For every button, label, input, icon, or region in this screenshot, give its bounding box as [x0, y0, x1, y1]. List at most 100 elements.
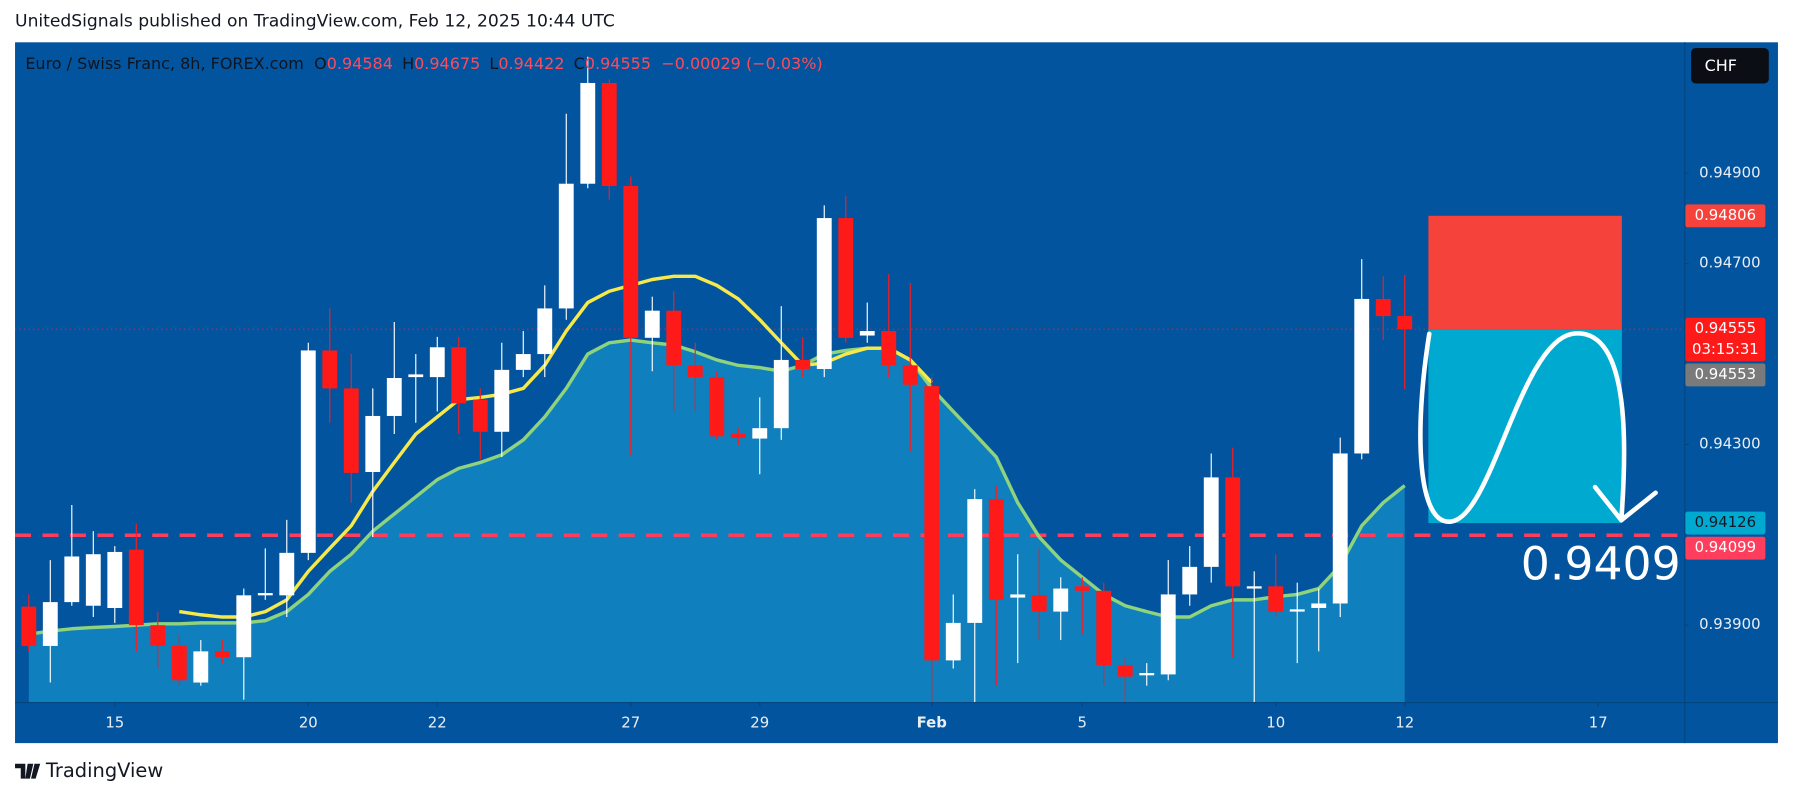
x-tick-label: 10: [1266, 714, 1285, 732]
candle-body: [214, 651, 230, 658]
candle-body: [1375, 298, 1391, 317]
legend-letter: L: [489, 54, 498, 73]
candle-body: [107, 551, 123, 608]
candle-body: [128, 549, 144, 626]
legend-letter: H: [402, 54, 414, 73]
x-tick-label: 17: [1589, 714, 1608, 732]
candle-body: [1354, 298, 1370, 454]
price-badge: [1685, 363, 1766, 387]
candle-body: [150, 625, 166, 646]
candle-body: [924, 386, 940, 661]
y-tick-label: 0.93900: [1699, 615, 1760, 633]
candle-body: [601, 82, 617, 186]
candle-body: [580, 82, 596, 184]
candle-body: [1225, 477, 1241, 587]
candle-body: [838, 218, 854, 338]
candle-body: [193, 651, 209, 683]
legend-value: 0.94584: [327, 54, 393, 73]
x-tick-label: 27: [621, 714, 640, 732]
legend-change: −0.00029 (−0.03%): [661, 54, 822, 73]
legend-letter: O: [314, 54, 327, 73]
candle-body: [1010, 594, 1026, 598]
overlay: 0.9409 0.93900 0.94300 0.94700 0.94900 15 20 22…: [25, 48, 1769, 732]
candle-body: [1203, 477, 1219, 567]
x-tick-label: 5: [1078, 714, 1087, 732]
candle-body: [1246, 586, 1262, 589]
price-badge-label: 0.94555: [1695, 319, 1756, 337]
legend-letter: C: [574, 54, 585, 73]
candle-body: [236, 595, 252, 658]
logo-text: TradingView: [45, 759, 163, 782]
x-tick-label: 29: [750, 714, 769, 732]
candle-body: [386, 378, 402, 416]
legend-value: 0.94422: [498, 54, 564, 73]
candle-body: [1053, 588, 1069, 612]
stop-zone: [1428, 215, 1622, 330]
candle-body: [1031, 595, 1047, 612]
currency-label: CHF: [1705, 56, 1737, 75]
logo-icon: [15, 763, 41, 779]
x-tick-label: Feb: [917, 714, 947, 732]
legend-value: 0.94675: [414, 54, 480, 73]
price-badge-label: 0.94099: [1695, 538, 1756, 556]
candle-body: [795, 359, 811, 369]
price-badge-label: 0.94553: [1695, 365, 1756, 383]
legend-value: 0.94555: [585, 54, 651, 73]
x-tick-label: 22: [428, 714, 447, 732]
candle-body: [365, 415, 381, 472]
candle-body: [752, 428, 768, 439]
y-tick-label: 0.94900: [1699, 163, 1760, 181]
candle-body: [472, 399, 488, 432]
candle-body: [1117, 665, 1133, 677]
candle-body: [1139, 673, 1155, 676]
x-tick-label: 15: [105, 714, 124, 732]
price-badge: [1685, 204, 1766, 228]
candle-body: [537, 308, 553, 355]
candle-body: [687, 365, 703, 378]
candle-body: [881, 331, 897, 366]
candle-body: [451, 347, 467, 404]
candle-body: [429, 347, 445, 378]
candle-body: [988, 499, 1004, 600]
price-badge: [1685, 511, 1766, 535]
target-zone: [1428, 329, 1622, 524]
price-badge: [1685, 317, 1766, 362]
candle-body: [1074, 586, 1090, 591]
candle-body: [85, 554, 101, 606]
candle-body: [343, 388, 359, 473]
candle-body: [171, 645, 187, 681]
candle-body: [64, 556, 80, 603]
y-tick-label: 0.94300: [1699, 434, 1760, 452]
price-badge-label: 0.94126: [1695, 513, 1756, 531]
candle-body: [859, 331, 875, 336]
candle-body: [322, 350, 338, 389]
annotation: 0.9409: [1521, 538, 1681, 591]
candle-body: [709, 377, 725, 437]
candle-body: [257, 593, 273, 596]
drawn-curve: [1418, 331, 1627, 524]
price-badge-timer: 03:15:31: [1692, 340, 1759, 358]
header-text: UnitedSignals published on TradingView.c…: [15, 12, 615, 32]
candle-body: [666, 310, 682, 366]
price-badge: [1685, 536, 1766, 560]
candle-body: [1160, 594, 1176, 675]
candle-body: [1311, 603, 1327, 608]
candle-body: [408, 374, 424, 378]
candle-body: [279, 552, 295, 596]
candle-body: [494, 369, 510, 432]
price-badge-label: 0.94806: [1695, 206, 1756, 224]
candle-body: [623, 185, 639, 338]
candle-body: [816, 218, 832, 369]
candle-body: [42, 602, 58, 646]
drawn-arrow: [1592, 484, 1658, 523]
legend: Euro / Swiss Franc, 8h, FOREX.com O0.9458…: [25, 54, 822, 73]
candle-body: [945, 622, 961, 661]
logo: TradingView: [15, 759, 163, 782]
candle-body: [1096, 590, 1112, 666]
plot-area: [15, 56, 1685, 702]
candle-body: [1289, 609, 1305, 612]
candle-body: [1397, 316, 1413, 330]
currency-button: [1691, 48, 1769, 84]
candle-body: [1332, 453, 1348, 604]
